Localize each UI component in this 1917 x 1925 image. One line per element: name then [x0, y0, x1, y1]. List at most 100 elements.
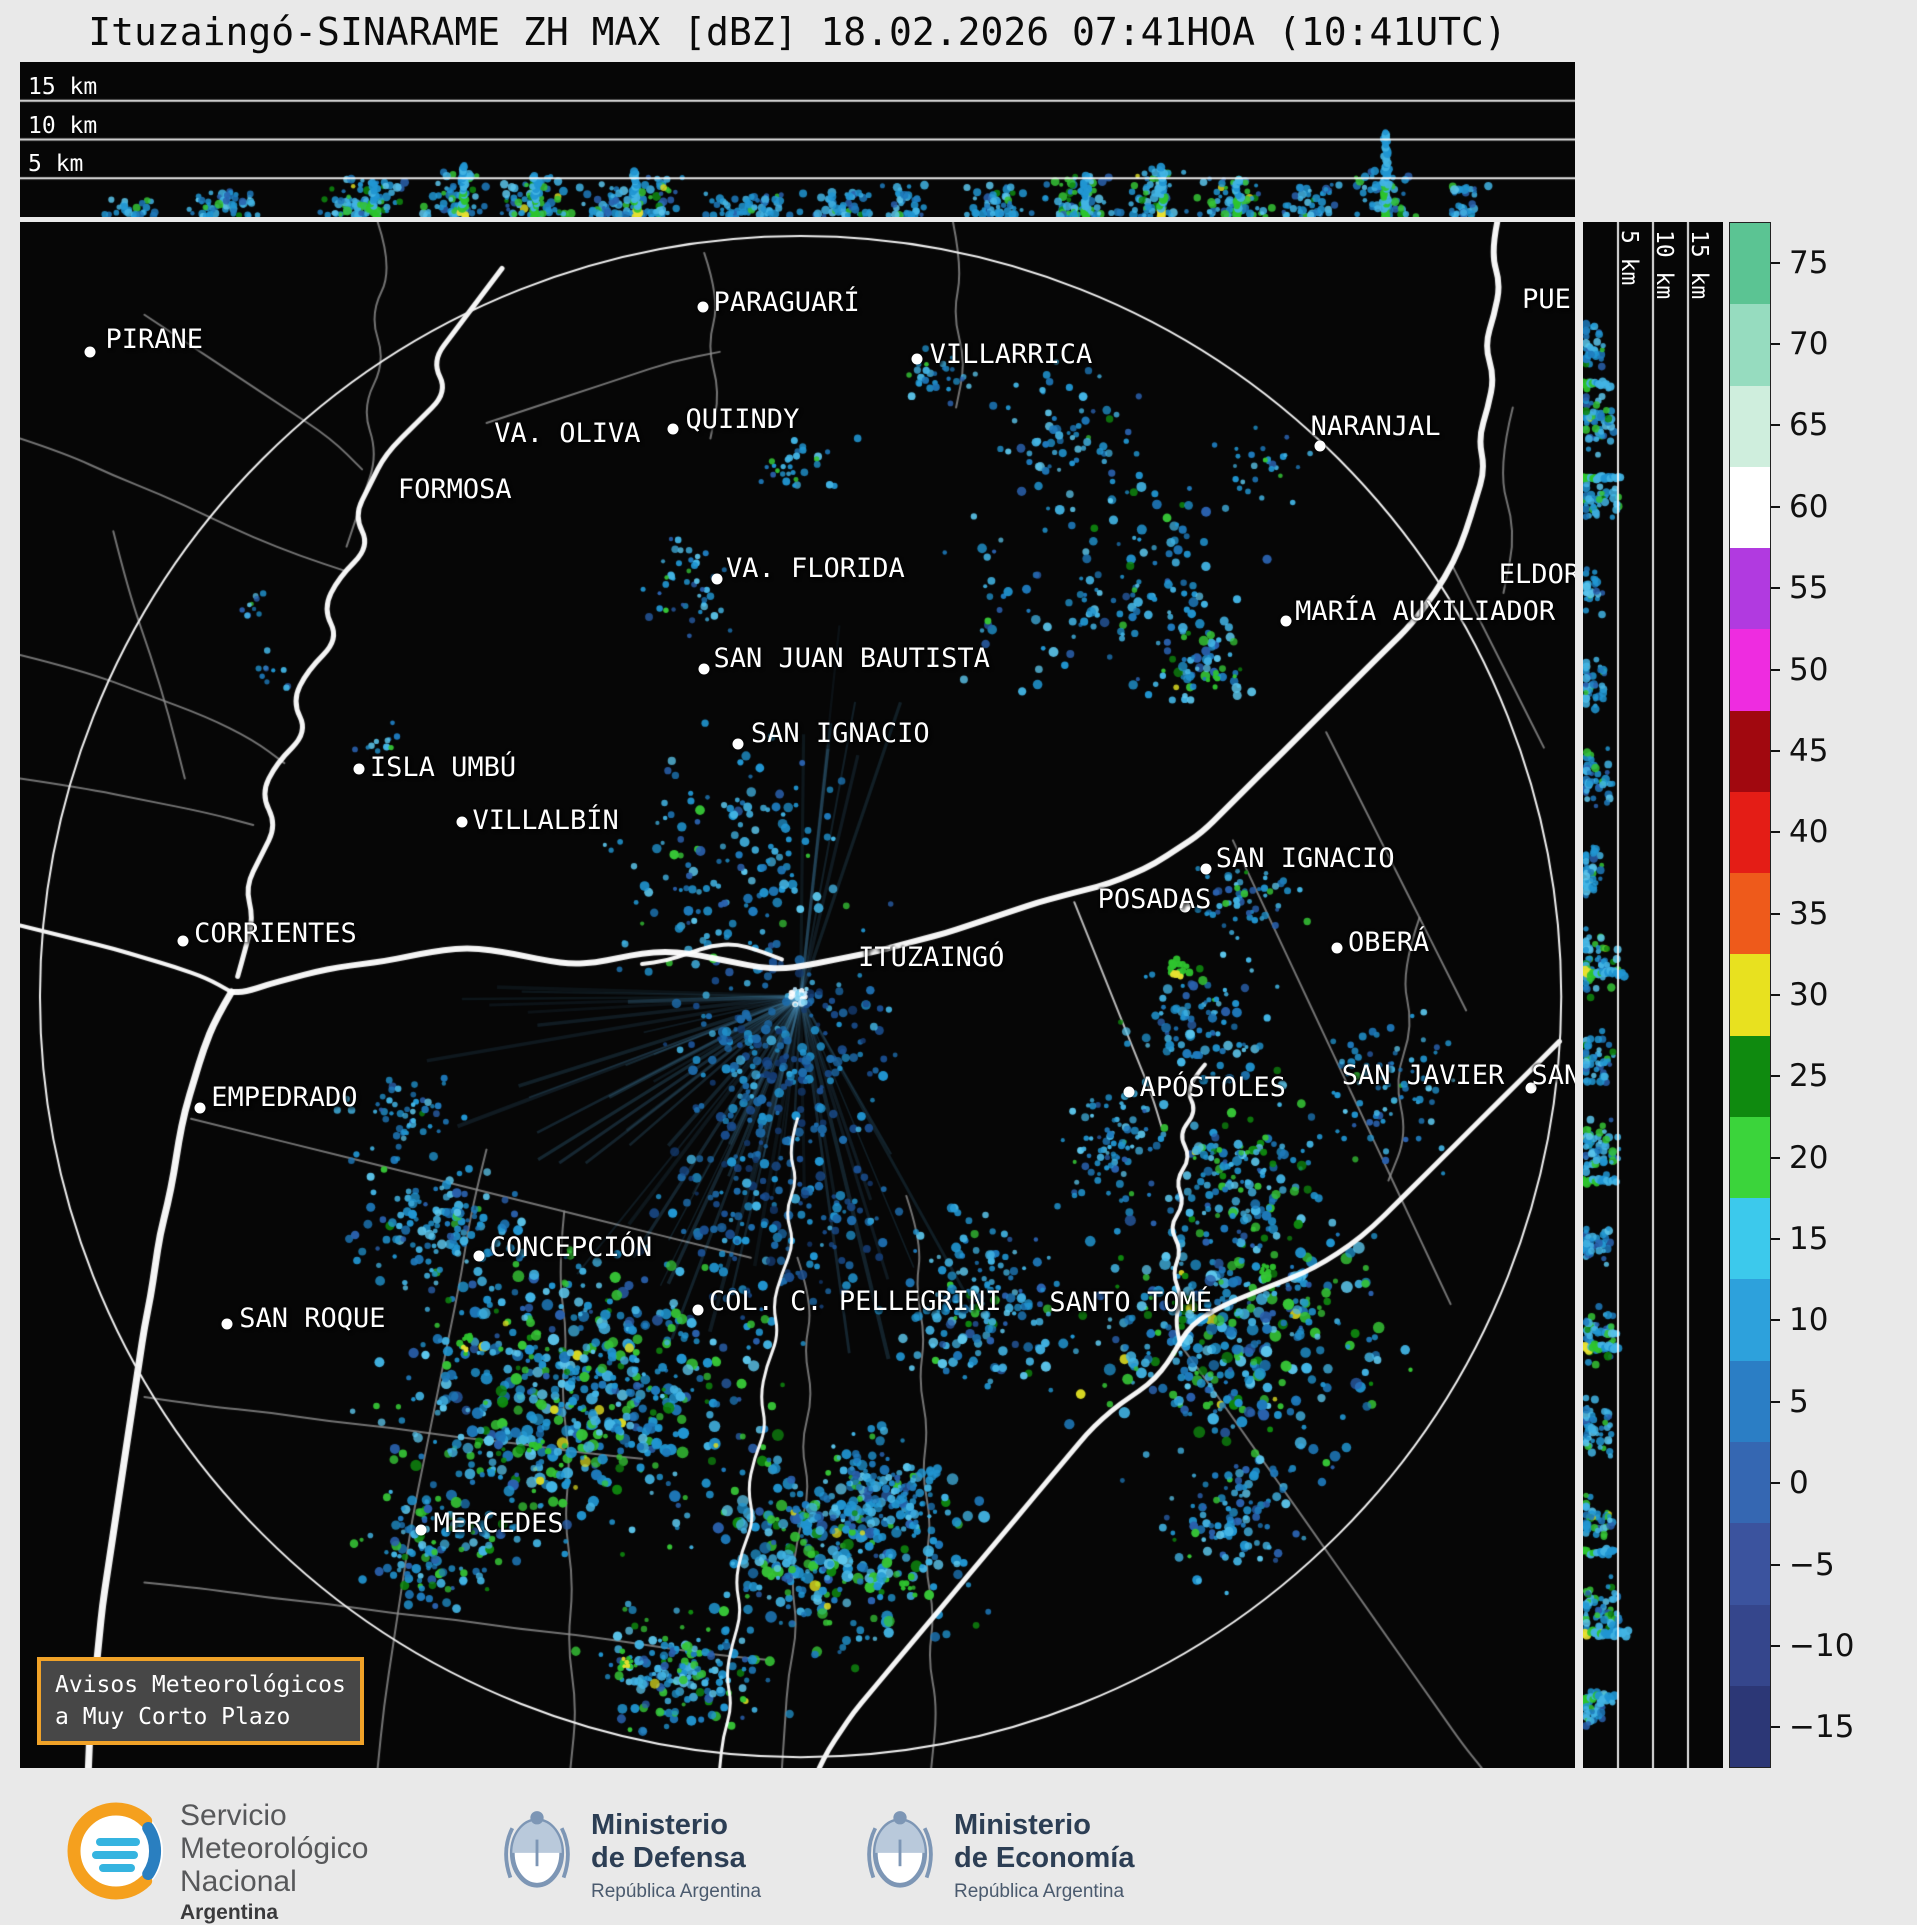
- colorbar-tick-label: 10: [1789, 1302, 1829, 1339]
- colorbar-tick-label: 20: [1789, 1139, 1829, 1176]
- colorbar-tick: [1771, 261, 1780, 264]
- colorbar-tick-label: 50: [1789, 651, 1829, 688]
- city-dot: [667, 423, 679, 435]
- colorbar-cell: [1730, 304, 1770, 386]
- colorbar-cell: [1730, 954, 1770, 1036]
- colorbar-tick-label: 55: [1789, 570, 1829, 607]
- footer: Servicio Meteorológico Nacional Argentin…: [0, 1795, 1917, 1924]
- colorbar-scale: [1729, 222, 1771, 1768]
- colorbar-cell: [1730, 873, 1770, 955]
- city-dot: [456, 816, 468, 828]
- city-label: VA. FLORIDA: [725, 552, 905, 584]
- height-label: 15 km: [28, 73, 98, 100]
- city-label: SAN IGNACIO: [1215, 843, 1395, 875]
- economia-subtitle: República Argentina: [954, 1880, 1125, 1902]
- city-label: CONCEPCIÓN: [489, 1231, 653, 1263]
- colorbar-tick-label: 30: [1789, 977, 1829, 1013]
- economia-title-line2: de Economía: [954, 1842, 1135, 1875]
- right-cross-section-panel: 5 km 10 km 15 km: [1583, 222, 1723, 1768]
- colorbar-tick: [1771, 994, 1780, 996]
- city-dot: [711, 573, 723, 585]
- city-label: SAN JAVIER: [1341, 1059, 1505, 1091]
- city-dot: [1179, 901, 1191, 913]
- colorbar-tick: [1771, 912, 1780, 915]
- notice-line1: Avisos Meteorológicos: [55, 1672, 346, 1698]
- colorbar-tick-label: −15: [1789, 1709, 1855, 1746]
- height-label: 10 km: [28, 112, 98, 139]
- colorbar-cell: [1730, 548, 1770, 630]
- city-label: VILLALBÍN: [472, 804, 619, 836]
- city-dot: [697, 301, 709, 313]
- smn-logo-block: [66, 1801, 166, 1906]
- radar-map-canvas: [20, 222, 1575, 1768]
- height-label: 15 km: [1686, 230, 1712, 300]
- right-cross-section-canvas: [1583, 222, 1723, 1768]
- smn-name-line3: Nacional: [180, 1865, 297, 1898]
- city-label: SAN JUAN BAUTISTA: [713, 642, 990, 674]
- city-label: SANTO TOMÉ: [1049, 1287, 1212, 1319]
- city-dot: [84, 346, 96, 358]
- city-dot: [1331, 942, 1343, 954]
- city-dot: [221, 1318, 233, 1330]
- colorbar-tick: [1771, 1075, 1780, 1078]
- city-label: SAN ROQUE: [239, 1302, 386, 1334]
- height-label: 5 km: [1616, 230, 1642, 286]
- colorbar-cell: [1730, 1523, 1770, 1605]
- city-label: MARÍA AUXILIADOR: [1295, 596, 1556, 628]
- smn-country: Argentina: [180, 1901, 279, 1924]
- colorbar-cell: [1730, 1035, 1770, 1117]
- colorbar-tick: [1771, 831, 1780, 834]
- city-dot: [473, 1250, 485, 1262]
- colorbar-tick-label: 40: [1789, 814, 1829, 851]
- city-dot: [732, 738, 744, 750]
- colorbar-tick: [1771, 1482, 1780, 1485]
- city-label: VILLARRICA: [929, 339, 1093, 371]
- colorbar-tick-label: −10: [1789, 1627, 1855, 1664]
- city-dot: [1314, 440, 1326, 452]
- colorbar-tick: [1771, 668, 1780, 671]
- colorbar-tick: [1771, 1400, 1780, 1403]
- city-dot: [1200, 863, 1212, 875]
- colorbar-tick: [1771, 1563, 1780, 1566]
- defensa-crest-icon: [499, 1803, 575, 1904]
- city-dot: [698, 663, 710, 675]
- city-dot: [692, 1304, 704, 1316]
- smn-text-block: Servicio Meteorológico Nacional Argentin…: [180, 1799, 368, 1925]
- colorbar-tick-label: 25: [1789, 1058, 1829, 1095]
- city-label: NARANJAL: [1310, 410, 1441, 442]
- city-label: PIRANE: [105, 324, 204, 356]
- city-dot: [1123, 1086, 1135, 1098]
- defensa-subtitle: República Argentina: [591, 1880, 762, 1902]
- city-label: ELDOR: [1498, 559, 1575, 591]
- city-label: PUE: [1522, 283, 1571, 315]
- city-dot: [177, 935, 189, 947]
- page-title: Ituzaingó-SINARAME ZH MAX [dBZ] 18.02.20…: [88, 10, 1507, 54]
- colorbar-cell: [1730, 1116, 1770, 1199]
- colorbar-tick: [1771, 343, 1780, 346]
- defensa-title-line1: Ministerio: [591, 1809, 728, 1841]
- colorbar: 75 70 65 60 55 50 45 40 35 30 25 20 15 10 5 0 −5 −10 −15: [1729, 222, 1915, 1768]
- city-label: QUIINDY: [685, 404, 800, 436]
- colorbar-cell: [1730, 1198, 1770, 1280]
- colorbar-tick: [1771, 1644, 1780, 1647]
- notice-line2: a Muy Corto Plazo: [55, 1704, 291, 1731]
- colorbar-cell: [1730, 223, 1770, 305]
- city-label: EMPEDRADO: [211, 1081, 358, 1113]
- colorbar-cell: [1730, 466, 1770, 549]
- colorbar-cell: [1730, 629, 1770, 711]
- economia-crest-icon: [862, 1803, 938, 1904]
- colorbar-tick-label: 60: [1789, 488, 1829, 525]
- colorbar-cell: [1730, 1604, 1770, 1686]
- colorbar-tick: [1771, 587, 1780, 590]
- city-label: PARAGUARÍ: [713, 286, 860, 318]
- city-label: CORRIENTES: [194, 917, 357, 949]
- city-label: FORMOSA: [397, 473, 512, 505]
- colorbar-cell: [1730, 1279, 1770, 1361]
- height-label: 5 km: [28, 151, 84, 178]
- city-label: VA. OLIVA: [494, 418, 641, 450]
- city-dot: [194, 1102, 206, 1114]
- colorbar-cell: [1730, 385, 1770, 467]
- colorbar-tick-label: 65: [1789, 407, 1829, 444]
- defensa-text-block: Ministerio de Defensa República Argentin…: [591, 1809, 761, 1903]
- defensa-title-line2: de Defensa: [591, 1842, 746, 1875]
